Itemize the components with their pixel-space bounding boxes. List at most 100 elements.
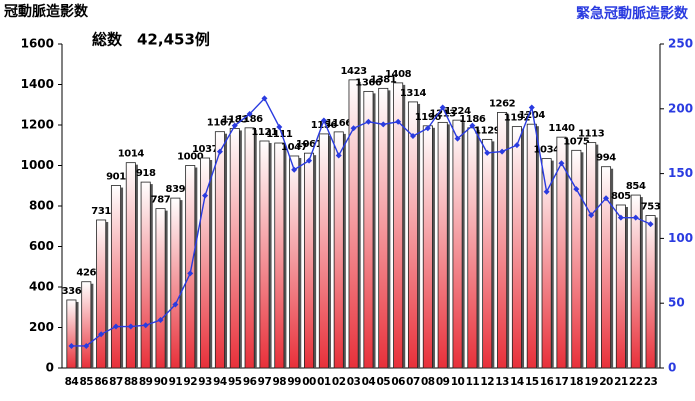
bar (586, 142, 597, 369)
x-tick-label: 98 (273, 376, 287, 388)
x-tick-label: 13 (495, 376, 509, 388)
x-tick-label: 02 (332, 376, 346, 388)
bar (318, 133, 329, 369)
line-point (588, 212, 595, 219)
bar-value-label: 1113 (578, 129, 605, 140)
bar (615, 204, 626, 369)
line-point (320, 117, 327, 124)
x-tick-label: 99 (287, 376, 301, 388)
bar (497, 112, 508, 369)
bar-value-label: 426 (76, 268, 96, 279)
x-tick-label: 07 (406, 376, 420, 388)
bar (630, 194, 641, 369)
x-tick-label: 18 (570, 376, 584, 388)
x-tick-label: 19 (584, 376, 598, 388)
line-point (276, 123, 283, 130)
x-tick-label: 86 (94, 376, 108, 388)
y2-tick-label: 50 (668, 296, 685, 310)
bar (437, 121, 448, 369)
line-point (499, 148, 506, 155)
bar (541, 158, 552, 369)
x-tick-label: 95 (228, 376, 242, 388)
bar (66, 299, 77, 369)
line-point (216, 148, 223, 155)
line-point (172, 301, 179, 308)
x-tick-label: 97 (258, 376, 272, 388)
y2-tick-label: 0 (668, 361, 676, 375)
line-point (632, 214, 639, 221)
bar-value-label: 1192 (504, 113, 531, 124)
x-tick-label: 14 (510, 376, 524, 388)
x-tick-label: 04 (362, 376, 376, 388)
x-tick-label: 88 (124, 376, 138, 388)
y-axis-title: 冠動脈造影数 (4, 3, 89, 20)
x-tick-label: 22 (629, 376, 643, 388)
bar-value-label: 839 (166, 184, 186, 195)
bar (259, 140, 270, 369)
bar (407, 101, 418, 369)
x-tick-label: 06 (391, 376, 405, 388)
bar-value-label: 1204 (519, 110, 546, 121)
x-tick-label: 87 (109, 376, 123, 388)
line-point (83, 342, 90, 349)
bar (185, 165, 196, 369)
bar-value-label: 1408 (385, 69, 412, 80)
line-point (409, 133, 416, 140)
x-tick-label: 23 (644, 376, 658, 388)
line-point (454, 135, 461, 142)
line-point (127, 323, 134, 330)
bar (214, 131, 225, 369)
line-point (484, 149, 491, 156)
line-point (187, 270, 194, 277)
subtitle: 総数 42,453例 (92, 31, 210, 49)
x-tick-label: 16 (540, 376, 554, 388)
line-point (261, 95, 268, 102)
bar-value-label: 1075 (563, 136, 590, 147)
line-point (350, 125, 357, 132)
bar-value-label: 1156 (311, 120, 338, 131)
line (71, 97, 651, 347)
bar (333, 131, 344, 369)
y-tick-label: 800 (29, 199, 54, 213)
bar-value-label: 1186 (459, 114, 486, 125)
x-tick-label: 17 (555, 376, 569, 388)
line-point (513, 142, 520, 149)
line-point (306, 157, 313, 164)
line-point (142, 322, 149, 329)
bar-value-label: 1047 (281, 142, 308, 153)
bar (155, 208, 166, 369)
x-tick-label: 01 (317, 376, 331, 388)
bar (244, 127, 255, 369)
y-tick-label: 400 (29, 280, 54, 294)
bar (467, 127, 478, 369)
bar-value-label: 994 (596, 153, 616, 164)
x-tick-label: 90 (154, 376, 168, 388)
y-tick-label: 1600 (21, 37, 54, 51)
bar (378, 87, 389, 369)
bar-value-label: 1224 (444, 106, 471, 117)
y2-tick-label: 100 (668, 231, 693, 245)
line-point (424, 125, 431, 132)
x-tick-label: 94 (213, 376, 227, 388)
bar-value-label: 1140 (548, 123, 575, 134)
bar-value-label: 1000 (177, 152, 204, 163)
bar (393, 82, 404, 369)
line-point (335, 152, 342, 159)
x-tick-label: 03 (347, 376, 361, 388)
bar (645, 215, 656, 369)
bar (110, 185, 121, 369)
y-tick-label: 1200 (21, 118, 54, 132)
bar-value-label: 1014 (118, 149, 145, 160)
bar-value-label: 1366 (355, 77, 382, 88)
bar (140, 181, 151, 369)
x-tick-label: 00 (302, 376, 316, 388)
x-tick-label: 11 (466, 376, 480, 388)
line-point (617, 214, 624, 221)
line-point (603, 195, 610, 202)
line-point (246, 110, 253, 117)
bar-value-label: 1262 (489, 98, 516, 109)
line-point (98, 331, 105, 338)
line-point (157, 317, 164, 324)
bar (200, 157, 211, 369)
bar-value-label: 336 (62, 286, 82, 297)
